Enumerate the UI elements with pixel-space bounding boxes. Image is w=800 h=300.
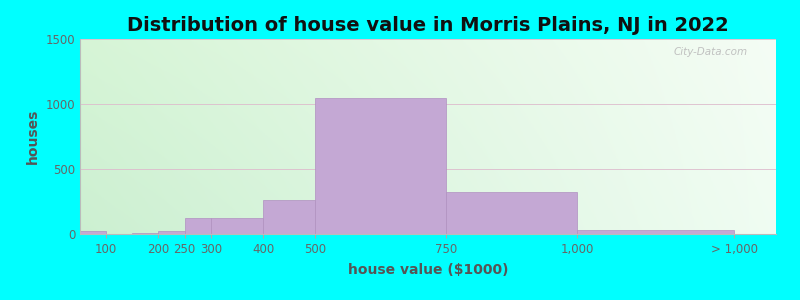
- X-axis label: house value ($1000): house value ($1000): [348, 263, 508, 277]
- Bar: [446, 192, 577, 234]
- Text: City-Data.com: City-Data.com: [674, 47, 748, 57]
- Y-axis label: houses: houses: [26, 109, 40, 164]
- Bar: [185, 218, 211, 234]
- Bar: [132, 233, 158, 234]
- Title: Distribution of house value in Morris Plains, NJ in 2022: Distribution of house value in Morris Pl…: [127, 16, 729, 35]
- Bar: [211, 218, 263, 234]
- Bar: [315, 98, 446, 234]
- Bar: [577, 230, 734, 234]
- Bar: [158, 231, 185, 234]
- Bar: [263, 200, 315, 234]
- Bar: [80, 231, 106, 234]
